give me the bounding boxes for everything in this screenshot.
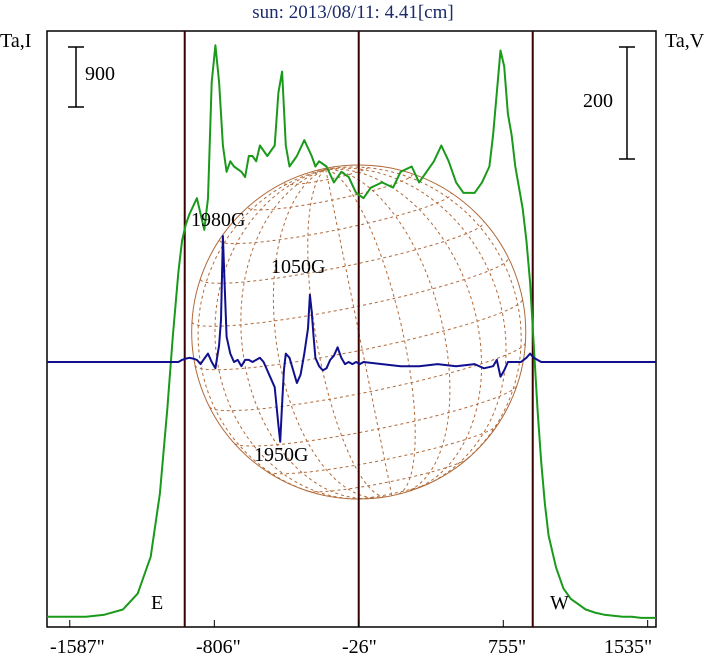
latitude-line — [284, 166, 370, 186]
scale-bars — [68, 46, 635, 160]
west-limb-label: W — [550, 592, 569, 614]
longitude-line — [325, 168, 416, 495]
longitude-line — [325, 166, 522, 470]
longitude-line — [307, 168, 386, 498]
x-tick-label: 755" — [488, 636, 527, 658]
plot-frame — [46, 30, 657, 628]
chart-title: sun: 2013/08/11: 4.41[cm] — [252, 2, 454, 23]
series-layer — [47, 44, 656, 619]
intensity-series-line — [47, 44, 656, 619]
left-axis-label: Ta,I — [0, 30, 32, 52]
annotation-1050g: 1050G — [271, 256, 326, 278]
polarization-series-line — [47, 235, 656, 443]
right-scale-label: 200 — [583, 90, 613, 112]
latitude-line — [194, 298, 523, 371]
right-axis-label: Ta,V — [665, 30, 705, 52]
longitude-line — [214, 168, 355, 500]
longitude-line — [325, 167, 507, 485]
longitude-line — [240, 168, 374, 500]
x-tick-label: -1587" — [50, 636, 105, 658]
longitude-line — [325, 169, 393, 496]
longitude-line — [325, 168, 451, 494]
east-limb-label: E — [151, 592, 164, 614]
annotation-1950g: 1950G — [254, 444, 309, 466]
latitude-line — [209, 342, 526, 412]
latitude-line — [247, 174, 413, 211]
x-tick-label: -806" — [196, 636, 241, 658]
limb-markers — [69, 31, 649, 627]
left-scale-label: 900 — [85, 63, 115, 85]
x-tick-label: 1535" — [604, 636, 653, 658]
longitude-line — [197, 168, 326, 497]
latitude-line — [191, 257, 509, 327]
x-tick-label: -26" — [342, 636, 377, 658]
annotation-1980g: 1980G — [191, 209, 246, 231]
longitude-line — [325, 168, 483, 492]
